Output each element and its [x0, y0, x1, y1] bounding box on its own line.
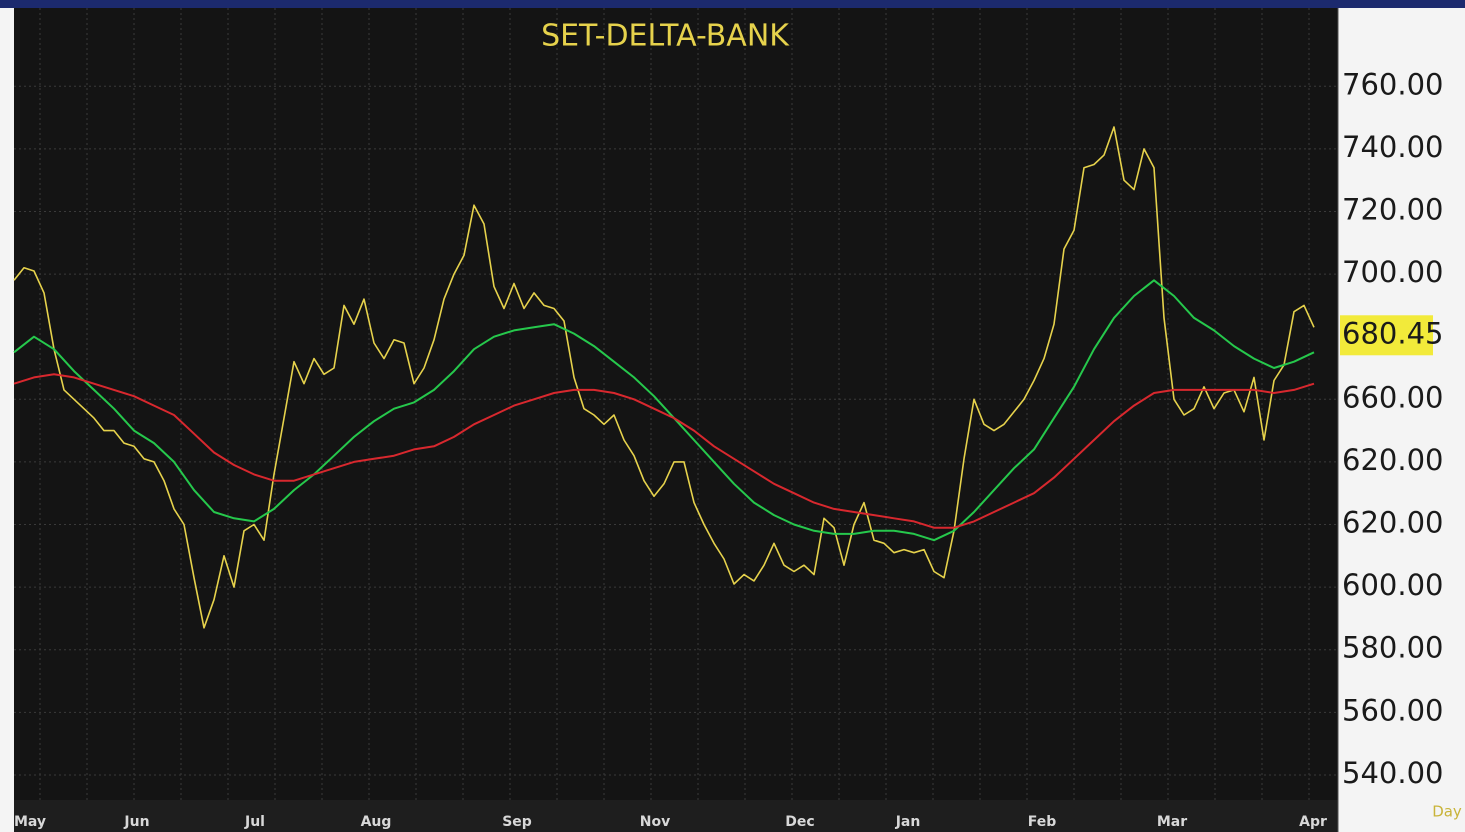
y-tick-label: 720.00 — [1342, 192, 1443, 226]
series-line — [13, 126, 1315, 629]
series-line — [13, 373, 1315, 529]
y-tick-label: 700.00 — [1342, 255, 1443, 289]
y-tick-label: 620.00 — [1342, 506, 1443, 540]
x-tick-label: Mar — [1157, 814, 1187, 830]
y-tick-label: 560.00 — [1342, 693, 1443, 727]
y-tick-label: 620.00 — [1342, 443, 1443, 477]
x-tick-label: Sep — [502, 814, 532, 830]
y-tick-label: 760.00 — [1342, 67, 1443, 101]
chart-title: SET-DELTA-BANK — [541, 19, 790, 54]
x-tick-label: Apr — [1299, 814, 1327, 830]
y-tick-label: 600.00 — [1342, 568, 1443, 602]
x-axis-strip — [14, 800, 1338, 832]
series-line — [13, 279, 1315, 542]
x-tick-label: Dec — [785, 814, 814, 830]
y-tick-label: 540.00 — [1342, 756, 1443, 790]
marks — [13, 126, 1315, 629]
y-tick-label: 740.00 — [1342, 130, 1443, 164]
x-tick-label: Nov — [640, 814, 670, 830]
y-tick-label: 660.00 — [1342, 380, 1443, 414]
x-tick-label: Feb — [1028, 814, 1057, 830]
x-tick-label: May — [14, 814, 46, 830]
x-tick-label: Aug — [361, 814, 392, 830]
top-bar — [0, 0, 1465, 8]
x-tick-label: Jul — [244, 814, 265, 830]
last-value-label: 680.45 — [1342, 316, 1443, 350]
x-tick-label: Jun — [123, 814, 149, 830]
last-value-tag — [1340, 315, 1433, 356]
grid — [14, 8, 1338, 800]
y-tick-label: 580.00 — [1342, 631, 1443, 665]
x-unit: Day — [1432, 803, 1462, 821]
x-tick-label: Jan — [895, 814, 921, 830]
